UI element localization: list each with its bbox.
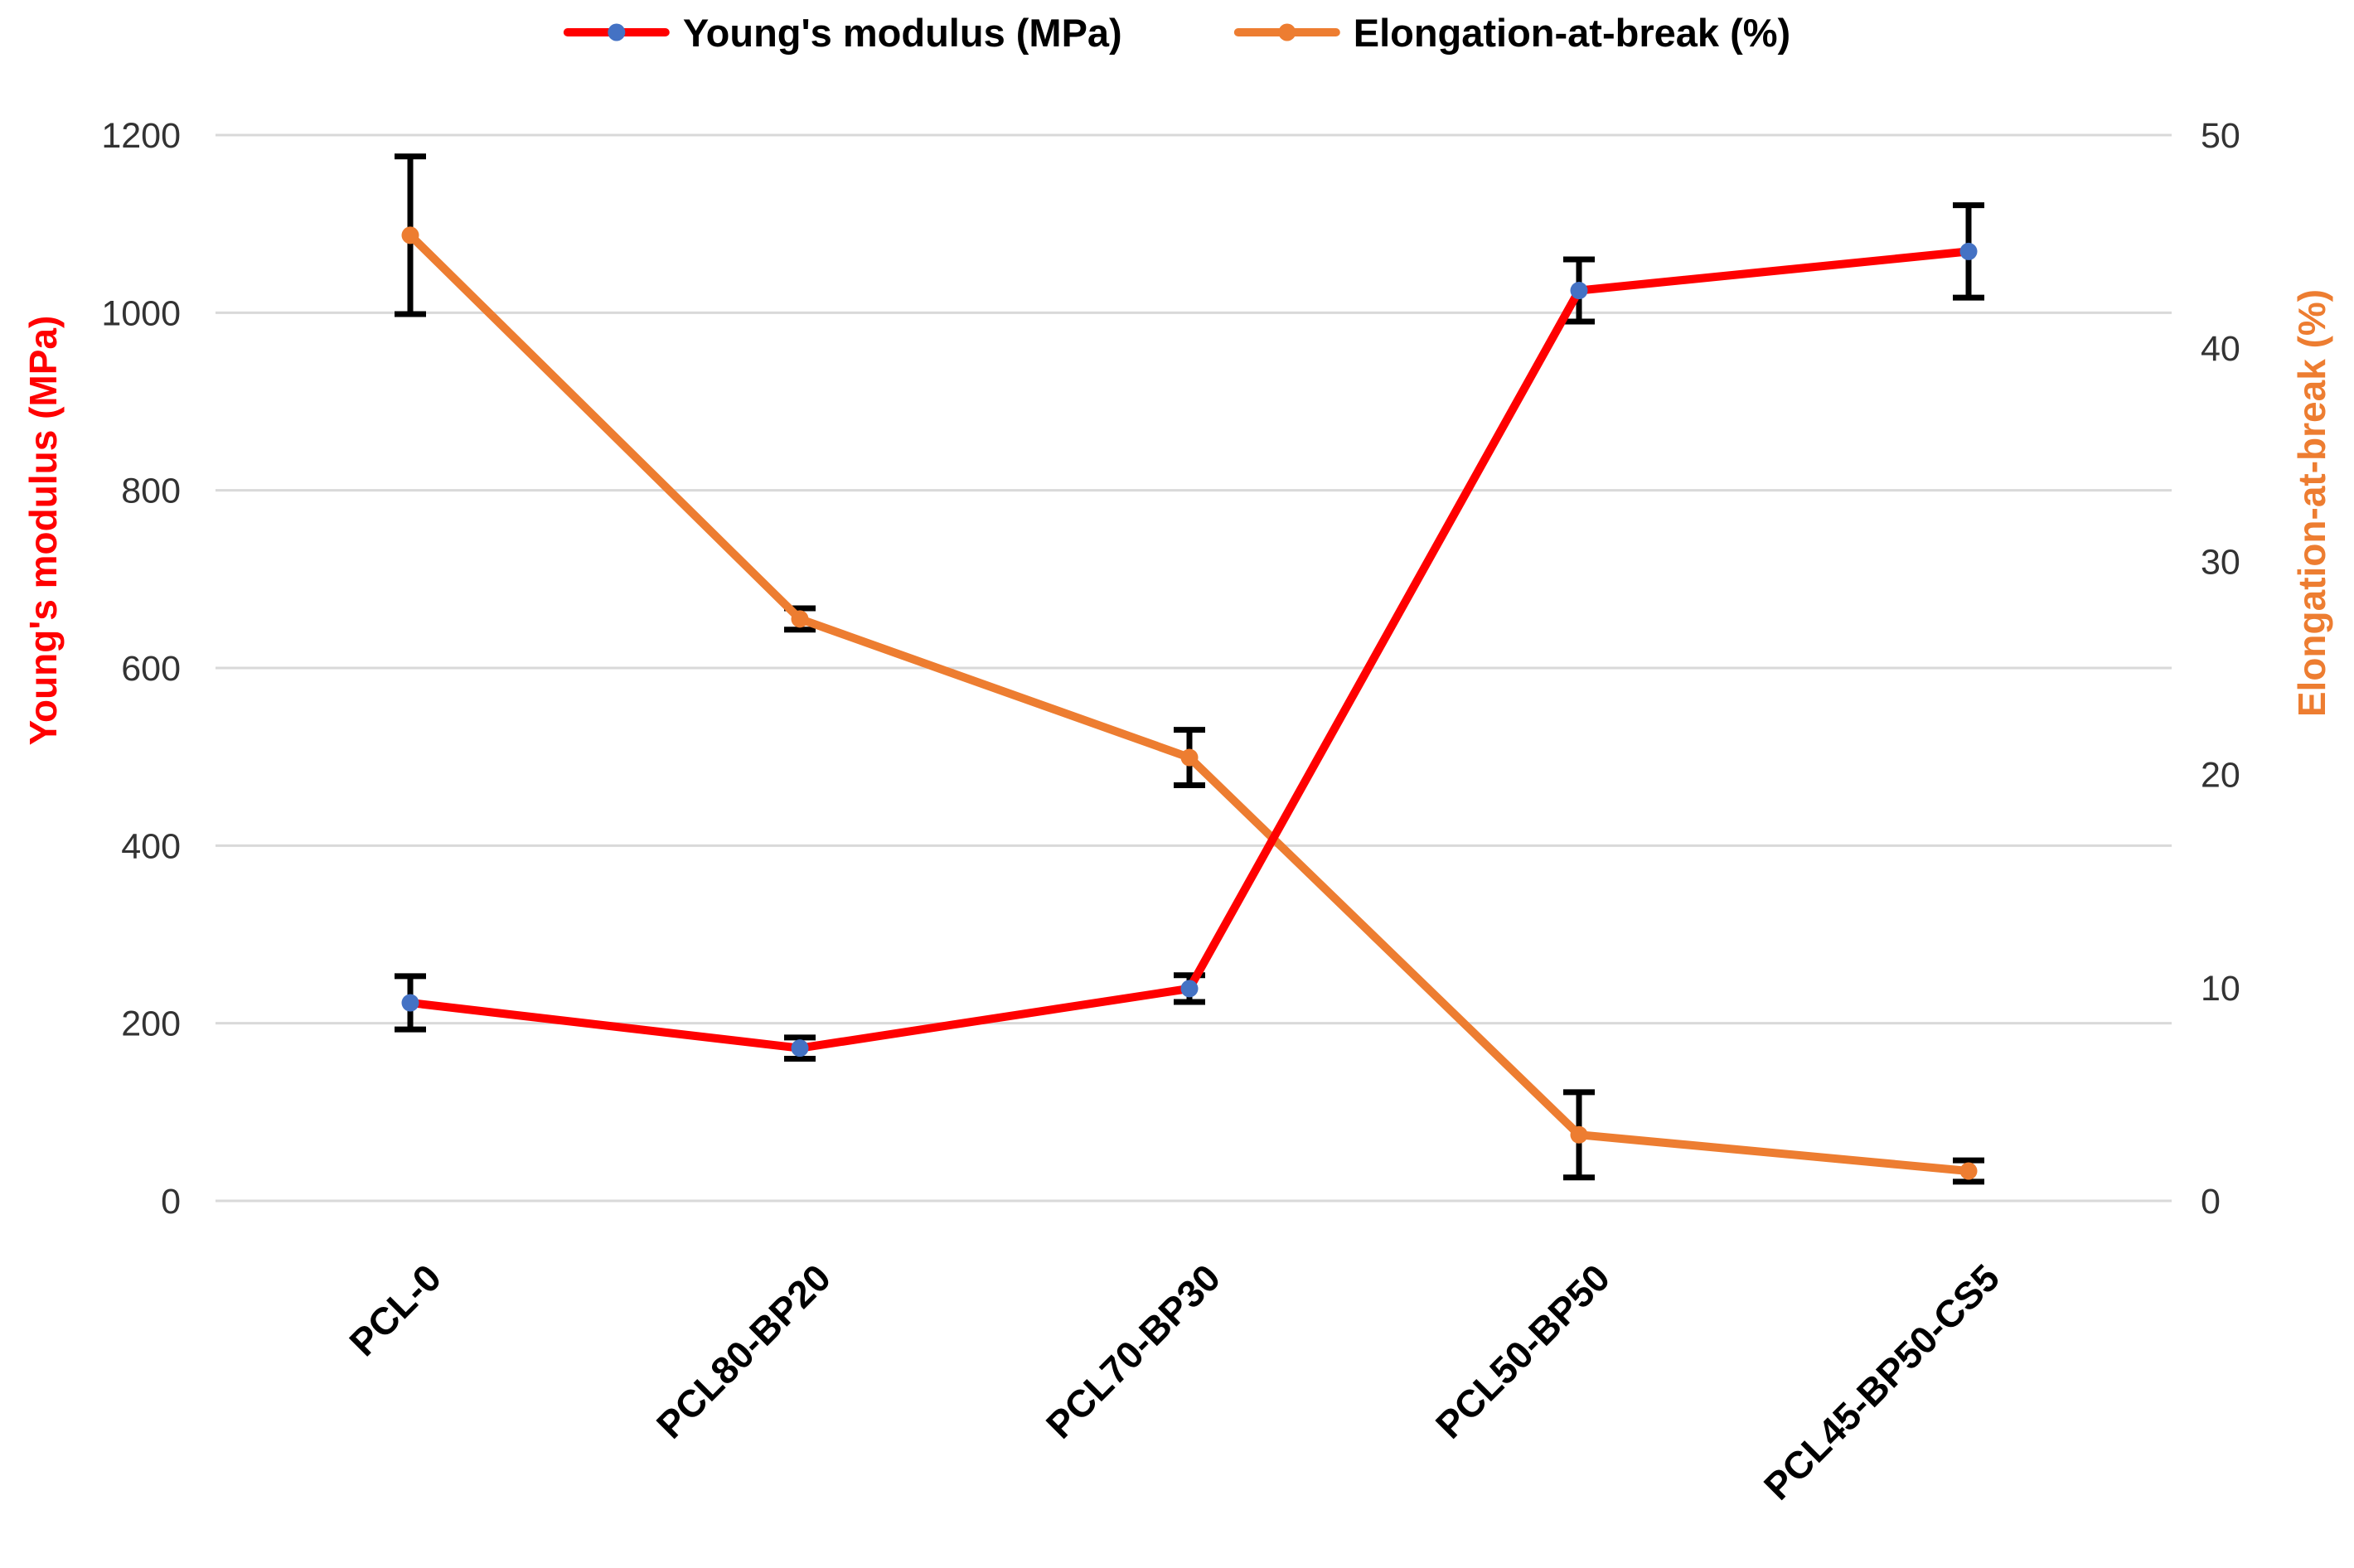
right-axis-tick-label: 50 (2201, 116, 2240, 156)
right-axis-tick-label: 20 (2201, 756, 2240, 796)
legend: Young's modulus (MPa) Elongation-at-brea… (563, 3, 1791, 61)
legend-marker-youngs-modulus-icon (608, 23, 626, 41)
left-axis-tick-label: 400 (121, 826, 181, 866)
series-line (406, 247, 1973, 1053)
legend-line-youngs-modulus-icon (563, 23, 670, 41)
left-axis-tick-label: 800 (121, 472, 181, 511)
legend-line-elongation-icon (1233, 23, 1340, 41)
right-axis-tick-label: 10 (2201, 969, 2240, 1009)
legend-marker-elongation-icon (1278, 23, 1296, 41)
data-point-marker (1570, 282, 1588, 300)
left-axis-tick-label: 200 (121, 1004, 181, 1044)
x-axis-label: PCL45-BP50-CS5 (1756, 1256, 2008, 1508)
data-point-marker (401, 994, 419, 1012)
left-axis-tick-label: 1000 (101, 293, 181, 333)
data-point-marker (791, 1039, 809, 1057)
legend-item-youngs-modulus: Young's modulus (MPa) (563, 10, 1122, 55)
data-point-marker (1959, 242, 1978, 260)
right-axis-tick-label: 0 (2201, 1182, 2221, 1222)
data-point-marker (401, 226, 419, 244)
right-axis-tick-label: 40 (2201, 329, 2240, 369)
x-axis-label: PCL50-BP50 (1427, 1256, 1618, 1446)
left-axis-tick-label: 1200 (101, 116, 181, 156)
legend-item-elongation: Elongation-at-break (%) (1233, 10, 1791, 55)
legend-label-youngs-modulus: Young's modulus (MPa) (682, 10, 1122, 55)
right-axis-tick-label: 30 (2201, 542, 2240, 582)
data-point-marker (1959, 1162, 1978, 1180)
legend-label-elongation: Elongation-at-break (%) (1353, 10, 1791, 55)
x-axis-label: PCL-0 (341, 1256, 449, 1364)
data-point-marker (1180, 980, 1199, 998)
data-point-marker (1570, 1125, 1588, 1144)
x-axis-label: PCL70-BP30 (1038, 1256, 1228, 1446)
data-point-marker (791, 610, 809, 628)
left-axis-tick-label: 0 (161, 1182, 181, 1222)
x-axis-label: PCL80-BP20 (648, 1256, 839, 1446)
data-point-marker (1180, 748, 1199, 767)
left-axis-tick-label: 600 (121, 649, 181, 689)
